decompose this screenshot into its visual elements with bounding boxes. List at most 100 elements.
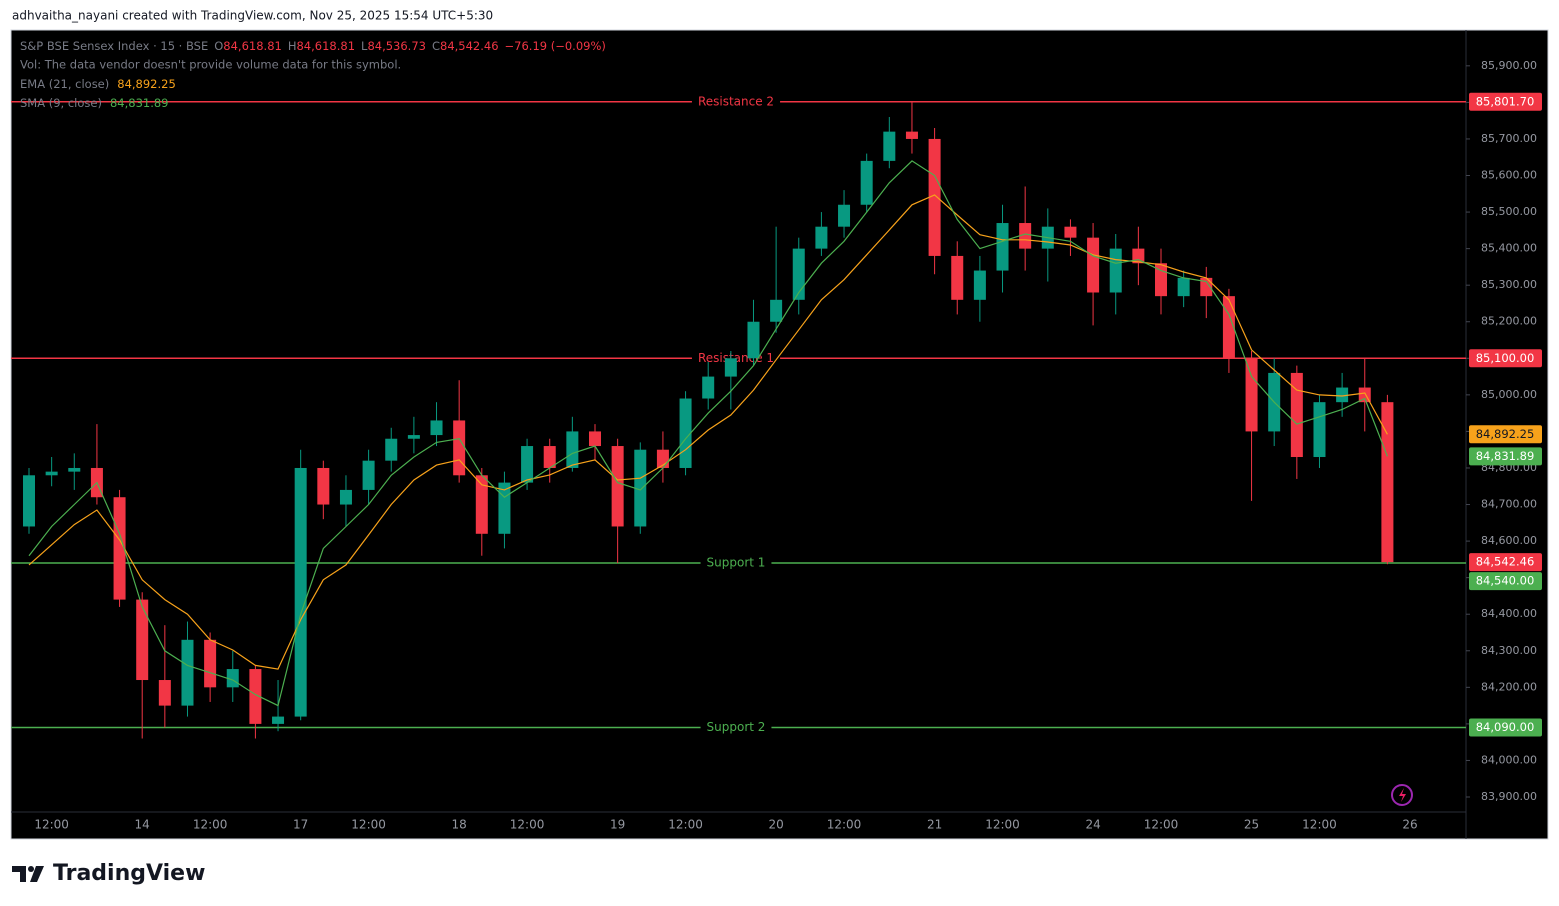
x-tick-label: 12:00 xyxy=(668,818,703,832)
candle-body xyxy=(521,446,534,483)
price-badge xyxy=(1469,425,1542,444)
x-tick-label: 26 xyxy=(1402,818,1417,832)
y-tick-label: 84,200.00 xyxy=(1481,680,1537,693)
candle-body xyxy=(1222,296,1235,359)
x-tick-label: 17 xyxy=(293,818,308,832)
y-tick-label: 85,000.00 xyxy=(1481,388,1537,401)
candle-body xyxy=(634,449,647,527)
y-tick-label: 85,300.00 xyxy=(1481,278,1537,291)
ma-line xyxy=(28,194,1388,670)
candle-body xyxy=(430,420,443,436)
candle-body xyxy=(453,420,466,476)
x-tick-label: 12:00 xyxy=(1302,818,1337,832)
candle-body xyxy=(113,497,126,600)
y-tick-label: 85,200.00 xyxy=(1481,315,1537,328)
candle-body xyxy=(815,226,828,249)
price-badge-label: 85,100.00 xyxy=(1476,351,1535,365)
candle-body xyxy=(724,358,737,377)
candle-body xyxy=(294,467,307,717)
candle-body xyxy=(973,270,986,300)
legend-value: 84,542.46 xyxy=(440,39,499,53)
candle-body xyxy=(1290,372,1303,458)
candle-body xyxy=(1087,237,1100,293)
candle-body xyxy=(181,639,194,706)
candle-body xyxy=(1245,358,1258,432)
legend-series-value: 84,831.89 xyxy=(110,96,169,110)
candle-body xyxy=(905,131,918,139)
candle-body xyxy=(1200,277,1213,297)
legend-value: 84,536.73 xyxy=(367,39,426,53)
candle-body xyxy=(407,435,420,439)
candle-body xyxy=(317,467,330,505)
level-label-bg xyxy=(700,555,772,572)
price-badge-label: 84,831.89 xyxy=(1476,449,1535,463)
y-tick-label: 85,600.00 xyxy=(1481,169,1537,182)
candle-body xyxy=(611,446,624,527)
x-tick-label: 18 xyxy=(452,818,467,832)
level-label-bg xyxy=(691,93,781,110)
x-tick-label: 12:00 xyxy=(510,818,545,832)
plot: 83,900.0084,000.0084,100.0084,200.0084,3… xyxy=(11,30,1542,839)
level-label-bg xyxy=(700,719,772,736)
candle-body xyxy=(23,475,35,527)
legend-change: −76.19 (−0.09%) xyxy=(505,39,606,53)
legend-line: S&P BSE Sensex Index · 15 · BSE O84,618.8… xyxy=(20,39,606,53)
candle-body xyxy=(158,680,171,706)
price-badge xyxy=(1469,572,1542,591)
candle-body xyxy=(679,398,692,468)
candle-body xyxy=(45,471,58,476)
logo-mark xyxy=(30,866,44,882)
candle-body xyxy=(589,431,601,447)
candle-body xyxy=(770,299,783,322)
candle-body xyxy=(226,669,239,688)
legend-line: SMA (9, close) 84,831.89 xyxy=(20,96,169,110)
candle-body xyxy=(543,446,556,468)
candle-body xyxy=(838,204,851,227)
candle-body xyxy=(1064,226,1077,238)
candle-body xyxy=(249,669,262,724)
candle-body xyxy=(792,248,805,300)
y-tick-label: 85,400.00 xyxy=(1481,242,1537,255)
candle-body xyxy=(996,223,1009,271)
legend-value: 84,618.81 xyxy=(296,39,355,53)
candle-body xyxy=(951,255,964,300)
x-tick-label: 12:00 xyxy=(193,818,228,832)
logo: TradingView xyxy=(12,861,205,886)
level-label: Resistance 2 xyxy=(698,94,774,108)
price-badge xyxy=(1469,92,1542,111)
y-tick-label: 85,700.00 xyxy=(1481,132,1537,145)
ma-line xyxy=(28,160,1388,707)
volume-note: Vol: The data vendor doesn't provide vol… xyxy=(20,58,401,72)
legend-key: O xyxy=(214,39,223,53)
legend-key: L xyxy=(361,39,368,53)
brand: TradingView xyxy=(53,861,205,886)
level-label: Support 2 xyxy=(707,720,766,734)
legend-key: C xyxy=(432,39,440,53)
x-tick-label: 12:00 xyxy=(34,818,69,832)
y-tick-label: 84,000.00 xyxy=(1481,753,1537,766)
legend-series-value: 84,892.25 xyxy=(117,77,176,91)
credit: adhvaitha_nayani created with TradingVie… xyxy=(12,9,493,23)
y-tick-label: 85,500.00 xyxy=(1481,205,1537,218)
x-tick-label: 12:00 xyxy=(351,818,386,832)
candle-body xyxy=(702,376,715,399)
logo-mark xyxy=(28,866,34,872)
y-tick-label: 83,900.00 xyxy=(1481,790,1537,803)
candle-body xyxy=(385,438,398,461)
x-tick-label: 14 xyxy=(135,818,150,832)
candle-body xyxy=(362,460,375,490)
candle-body xyxy=(1381,402,1394,563)
alert-bolt xyxy=(1399,788,1406,802)
candle-body xyxy=(1177,277,1190,297)
candle-body xyxy=(883,131,896,161)
price-badge xyxy=(1469,718,1542,737)
price-badge-label: 84,090.00 xyxy=(1476,720,1535,734)
legend-key: H xyxy=(288,39,297,53)
candle-body xyxy=(1109,248,1122,293)
candle-body xyxy=(566,431,579,468)
x-tick-label: 25 xyxy=(1244,818,1259,832)
price-badge-label: 84,892.25 xyxy=(1476,427,1535,441)
y-tick-label: 84,300.00 xyxy=(1481,644,1537,657)
candle-body xyxy=(1336,387,1349,403)
